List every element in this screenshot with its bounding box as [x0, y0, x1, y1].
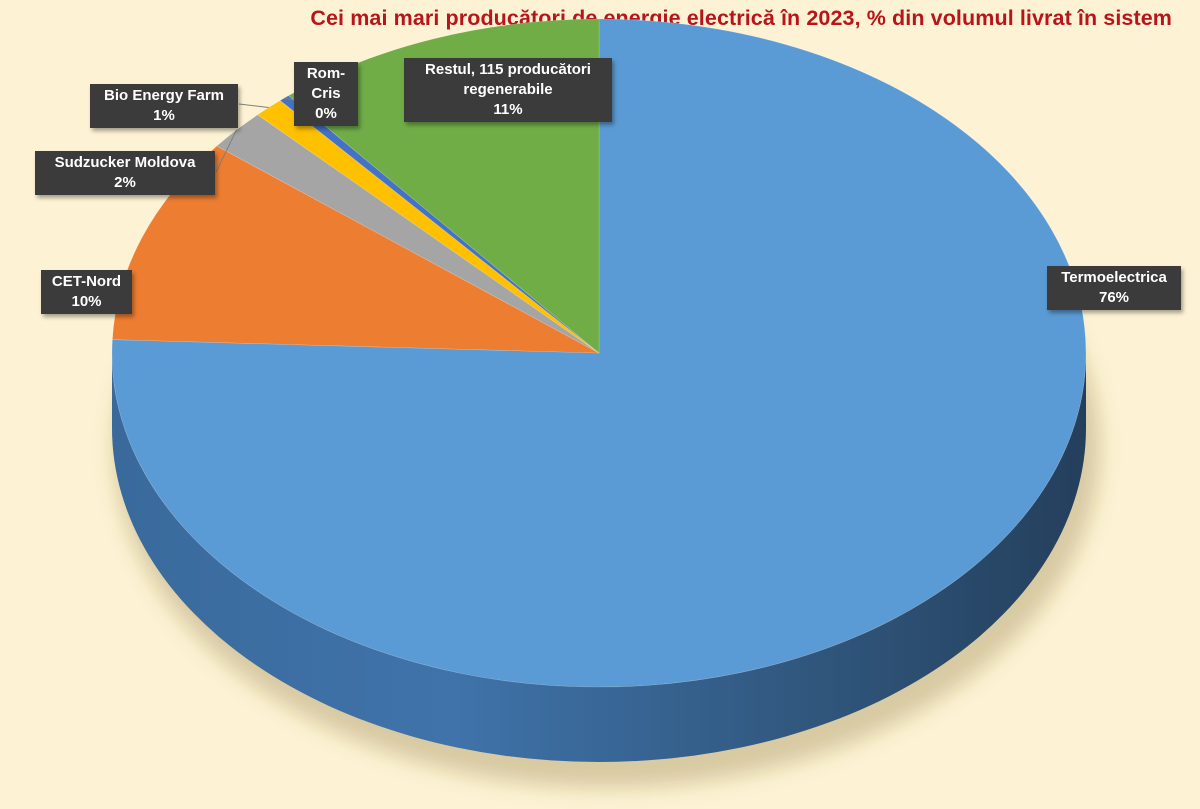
data-label-cet-nord: CET-Nord 10% — [41, 270, 132, 314]
pie-slice-termoelectrica — [111, 18, 1087, 688]
data-label-value: 0% — [315, 105, 337, 122]
data-label-bio-energy-farm: Bio Energy Farm 1% — [90, 84, 238, 128]
data-label-name: CET-Nord — [51, 273, 122, 290]
data-label-termoelectrica: Termoelectrica 76% — [1047, 266, 1181, 310]
data-label-value: 76% — [1098, 289, 1130, 306]
data-label-name: Restul, 115 producători regenerabile — [425, 61, 591, 98]
data-label-value: 1% — [153, 107, 175, 124]
data-label-restul-115-produc-tori-regenerabile: Restul, 115 producători regenerabile 11% — [404, 58, 612, 122]
pie-slice-sudzucker-moldova — [216, 114, 600, 354]
data-label-value: 2% — [114, 174, 136, 191]
data-label-name: Rom-Cris — [306, 65, 346, 102]
data-label-value: 10% — [71, 293, 102, 310]
leader-line-bio-energy-farm — [238, 103, 269, 109]
data-label-name: Bio Energy Farm — [103, 87, 225, 104]
data-label-rom-cris: Rom-Cris 0% — [294, 62, 358, 126]
data-label-name: Sudzucker Moldova — [54, 154, 196, 171]
pie-side-band — [112, 353, 1086, 762]
data-label-name: Termoelectrica — [1061, 269, 1167, 286]
data-label-value: 11% — [493, 101, 523, 118]
chart-title: Cei mai mari producători de energie elec… — [310, 6, 1172, 30]
leader-line-sudzucker-moldova — [215, 129, 237, 173]
data-label-sudzucker-moldova: Sudzucker Moldova 2% — [35, 151, 215, 195]
